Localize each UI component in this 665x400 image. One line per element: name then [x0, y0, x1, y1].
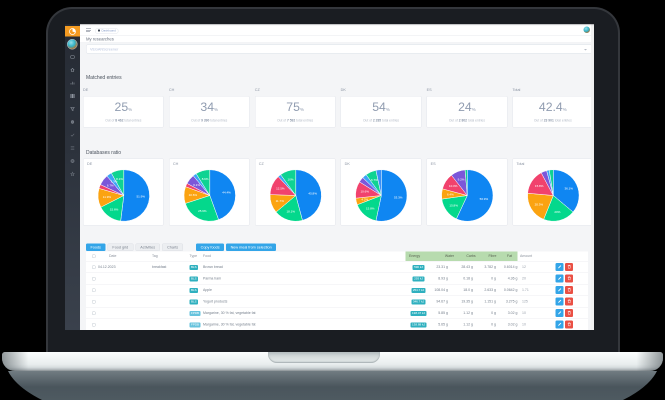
svg-text:45.8%: 45.8%	[308, 191, 317, 195]
svg-text:10.6%: 10.6%	[188, 193, 197, 197]
svg-text:18.1%: 18.1%	[286, 210, 295, 214]
svg-text:11.9%: 11.9%	[103, 195, 112, 199]
svg-text:8.1%: 8.1%	[116, 177, 123, 181]
svg-text:20.3%: 20.3%	[535, 202, 544, 206]
svg-text:10%: 10%	[287, 177, 293, 181]
svg-text:15.8%: 15.8%	[449, 204, 458, 208]
svg-text:9.2%: 9.2%	[458, 178, 465, 182]
svg-text:8.9%: 8.9%	[202, 177, 209, 181]
svg-text:51.9%: 51.9%	[137, 195, 146, 199]
svg-text:36.1%: 36.1%	[564, 186, 573, 190]
svg-text:15.6%: 15.6%	[110, 207, 119, 211]
svg-text:6.7%: 6.7%	[107, 183, 114, 187]
svg-text:56.9%: 56.9%	[480, 197, 489, 201]
svg-text:4.2%: 4.2%	[362, 197, 369, 201]
svg-text:10.6%: 10.6%	[361, 190, 370, 194]
svg-text:53.3%: 53.3%	[394, 195, 403, 199]
svg-text:6.7%: 6.7%	[371, 178, 378, 182]
svg-text:3.3%: 3.3%	[111, 180, 118, 184]
svg-text:15.8%: 15.8%	[535, 184, 544, 188]
svg-text:6.1%: 6.1%	[193, 183, 200, 187]
svg-text:20%: 20%	[554, 210, 560, 214]
svg-text:10.3%: 10.3%	[449, 184, 458, 188]
svg-text:25.6%: 25.6%	[198, 209, 207, 213]
svg-text:44.4%: 44.4%	[222, 191, 231, 195]
svg-text:11.7%: 11.7%	[275, 199, 284, 203]
svg-text:15.8%: 15.8%	[366, 206, 375, 210]
svg-text:12.5%: 12.5%	[276, 187, 285, 191]
svg-text:6.4%: 6.4%	[447, 192, 454, 196]
